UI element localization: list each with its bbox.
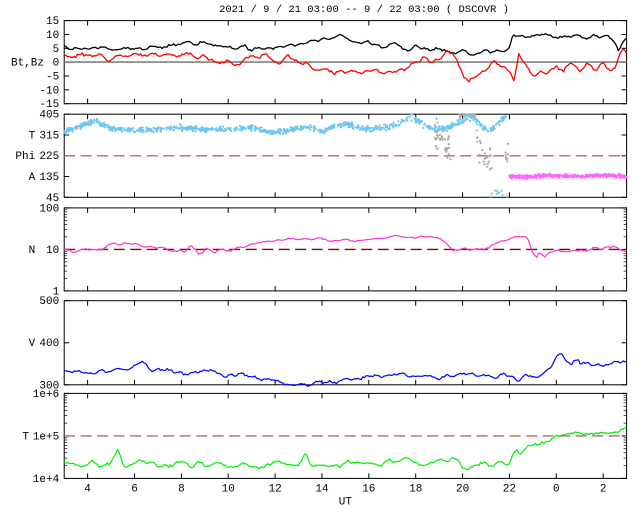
svg-text:N: N (29, 245, 36, 257)
svg-text:315: 315 (39, 131, 59, 143)
svg-text:100: 100 (39, 203, 59, 215)
svg-text:400: 400 (39, 338, 59, 350)
svg-text:-5: -5 (46, 72, 59, 84)
svg-text:4: 4 (84, 483, 91, 495)
svg-text:V: V (29, 338, 36, 350)
svg-text:Phi: Phi (15, 151, 35, 163)
svg-text:225: 225 (39, 151, 59, 163)
svg-text:0: 0 (553, 483, 560, 495)
svg-text:0: 0 (53, 58, 60, 70)
svg-text:6: 6 (131, 483, 138, 495)
svg-text:10: 10 (46, 245, 59, 257)
svg-text:2021 / 9 / 21 03:00 -- 9 / 22: 2021 / 9 / 21 03:00 -- 9 / 22 03:00 ( DS… (219, 4, 509, 16)
svg-text:1e+5: 1e+5 (33, 431, 59, 443)
svg-text:12: 12 (268, 483, 281, 495)
svg-text:10: 10 (222, 483, 235, 495)
svg-text:16: 16 (362, 483, 375, 495)
svg-text:500: 500 (39, 296, 59, 308)
svg-text:22: 22 (503, 483, 516, 495)
svg-text:5: 5 (53, 44, 60, 56)
svg-text:UT: UT (339, 496, 353, 508)
svg-text:10: 10 (46, 30, 59, 42)
svg-text:Bt,Bz: Bt,Bz (11, 58, 44, 70)
svg-text:2: 2 (600, 483, 607, 495)
svg-text:14: 14 (315, 483, 329, 495)
svg-text:A: A (29, 172, 36, 184)
svg-text:1e+6: 1e+6 (33, 389, 59, 401)
svg-text:20: 20 (456, 483, 469, 495)
svg-text:8: 8 (178, 483, 185, 495)
svg-text:T: T (29, 131, 36, 143)
svg-text:135: 135 (39, 172, 59, 184)
svg-text:405: 405 (39, 110, 59, 122)
svg-text:-10: -10 (39, 85, 59, 97)
svg-text:T: T (22, 431, 29, 443)
svg-text:15: 15 (46, 16, 59, 28)
svg-text:18: 18 (409, 483, 422, 495)
svg-text:1e+4: 1e+4 (33, 474, 60, 486)
